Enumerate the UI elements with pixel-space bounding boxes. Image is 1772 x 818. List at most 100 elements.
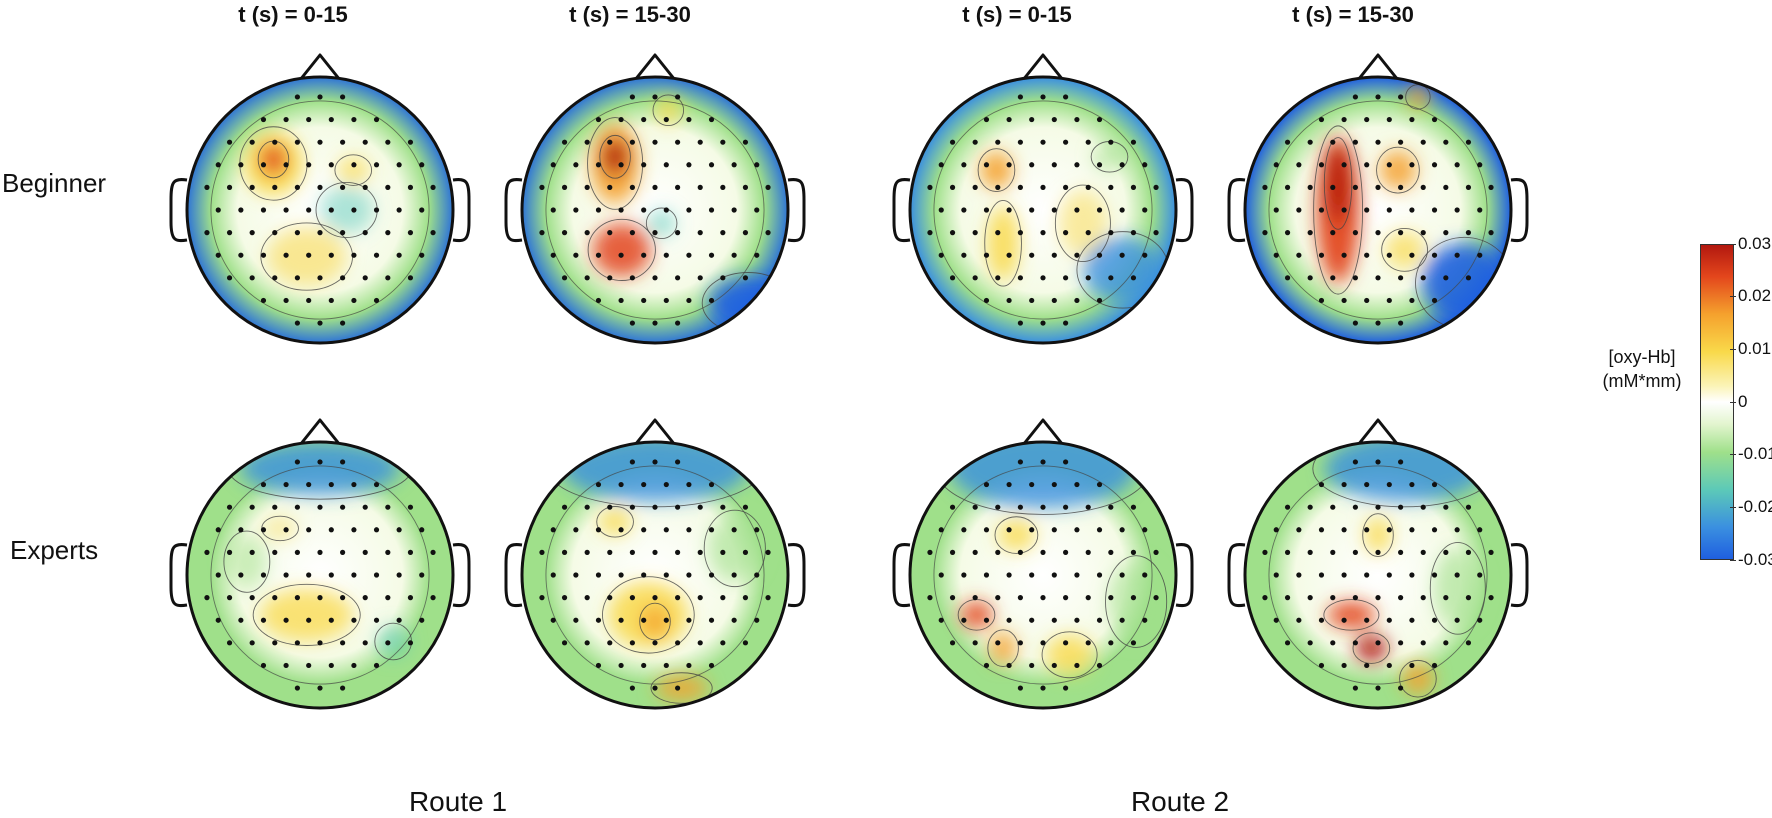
electrode-dot bbox=[1341, 527, 1347, 533]
electrode-dot bbox=[1431, 662, 1438, 669]
electrode-dot bbox=[663, 572, 669, 578]
activation-blob bbox=[240, 442, 400, 496]
electrode-dot bbox=[961, 617, 967, 623]
electrode-dot bbox=[1375, 685, 1381, 691]
electrode-dot bbox=[317, 549, 323, 555]
electrode-dot bbox=[1017, 459, 1023, 465]
activation-blob bbox=[655, 96, 682, 124]
topomap-beginner-route2-0-15 bbox=[878, 40, 1208, 360]
electrode-dot bbox=[1443, 275, 1449, 281]
electrode-dot bbox=[595, 527, 602, 533]
electrode-dot bbox=[1063, 504, 1069, 510]
electrode-dot bbox=[1420, 504, 1426, 510]
electrode-dot bbox=[708, 162, 715, 168]
electrode-dot bbox=[1330, 504, 1336, 510]
colorbar-tick: 0.02 bbox=[1729, 286, 1772, 305]
electrode-dot bbox=[272, 275, 278, 281]
electrode-dot bbox=[1029, 252, 1035, 258]
electrode-dot bbox=[215, 207, 221, 213]
electrode-dot bbox=[708, 252, 715, 258]
electrode-dot bbox=[1017, 184, 1023, 190]
electrode-dot bbox=[1063, 184, 1069, 190]
activation-blob bbox=[655, 674, 709, 702]
electrode-dot bbox=[351, 162, 357, 168]
activation-blob bbox=[1401, 662, 1434, 695]
electrode-dot bbox=[595, 207, 602, 213]
nose-shape bbox=[1021, 53, 1065, 81]
electrode-dot bbox=[362, 275, 368, 281]
electrode-dot bbox=[1420, 640, 1426, 646]
electrode-dot bbox=[754, 162, 760, 168]
topomap-beginner-route1-15-30 bbox=[490, 40, 820, 360]
electrode-dot bbox=[1352, 504, 1358, 510]
electrode-dot bbox=[226, 230, 233, 236]
electrode-dot bbox=[1074, 572, 1080, 578]
electrode-dot bbox=[686, 662, 692, 669]
electrode-dot bbox=[731, 207, 737, 213]
colorbar-tick: -0.01 bbox=[1730, 444, 1772, 464]
electrode-dot bbox=[294, 94, 300, 100]
electrode-dot bbox=[1130, 184, 1137, 190]
electrode-dot bbox=[306, 297, 312, 304]
electrode-dot bbox=[1307, 595, 1313, 601]
electrode-dot bbox=[539, 595, 545, 601]
electrode-dot bbox=[1409, 572, 1415, 578]
electrode-dot bbox=[385, 184, 391, 190]
electrode-dot bbox=[550, 572, 556, 578]
electrode-dot bbox=[949, 640, 956, 646]
electrode-dot bbox=[226, 640, 233, 646]
electrode-dot bbox=[1085, 549, 1091, 555]
electrode-dot bbox=[584, 230, 590, 236]
electrode-dot bbox=[1352, 595, 1358, 601]
ear-shape bbox=[504, 543, 523, 608]
electrode-dot bbox=[238, 527, 244, 533]
electrode-dot bbox=[1364, 662, 1370, 669]
electrode-dot bbox=[561, 184, 568, 190]
electrode-dot bbox=[1284, 549, 1291, 555]
electrode-dot bbox=[340, 139, 346, 145]
activation-blob bbox=[337, 156, 370, 184]
electrode-dot bbox=[430, 184, 436, 190]
electrode-dot bbox=[1341, 617, 1347, 623]
electrode-dot bbox=[742, 139, 749, 145]
electrode-dot bbox=[1006, 572, 1012, 578]
electrode-dot bbox=[1443, 549, 1449, 555]
electrode-dot bbox=[1040, 275, 1046, 281]
electrode-dot bbox=[1375, 640, 1381, 646]
electrode-dot bbox=[1431, 527, 1438, 533]
electrode-dot bbox=[204, 230, 210, 236]
electrode-dot bbox=[294, 595, 300, 601]
electrode-dot bbox=[385, 549, 391, 555]
electrode-dot bbox=[1443, 640, 1449, 646]
contour-line bbox=[596, 506, 634, 538]
electrode-dot bbox=[1142, 572, 1148, 578]
electrode-dot bbox=[373, 252, 380, 258]
electrode-dot bbox=[1074, 162, 1080, 168]
electrode-dot bbox=[1006, 617, 1012, 623]
electrode-dot bbox=[1085, 230, 1091, 236]
electrode-dot bbox=[686, 116, 692, 123]
electrode-dot bbox=[1153, 595, 1159, 601]
electrode-dot bbox=[686, 617, 692, 623]
electrode-dot bbox=[731, 162, 737, 168]
ear-shape bbox=[1510, 543, 1529, 608]
electrode-dot bbox=[1364, 116, 1370, 123]
electrode-dot bbox=[1330, 275, 1336, 281]
electrode-dot bbox=[663, 617, 669, 623]
electrode-dot bbox=[742, 184, 749, 190]
electrode-dot bbox=[317, 94, 323, 100]
nose-shape bbox=[298, 53, 342, 81]
electrode-dot bbox=[1352, 459, 1358, 465]
topomap-beginner-route2-15-30 bbox=[1213, 40, 1543, 360]
contour-line bbox=[645, 207, 678, 240]
electrode-dot bbox=[641, 252, 647, 258]
electrode-dot bbox=[983, 207, 990, 213]
electrode-dot bbox=[351, 572, 357, 578]
electrode-dot bbox=[995, 640, 1001, 646]
electrode-dot bbox=[1341, 252, 1347, 258]
electrode-dot bbox=[238, 617, 244, 623]
contour-line bbox=[984, 199, 1022, 287]
electrode-dot bbox=[652, 184, 658, 190]
electrode-dot bbox=[675, 320, 681, 326]
electrode-dot bbox=[1341, 162, 1347, 168]
